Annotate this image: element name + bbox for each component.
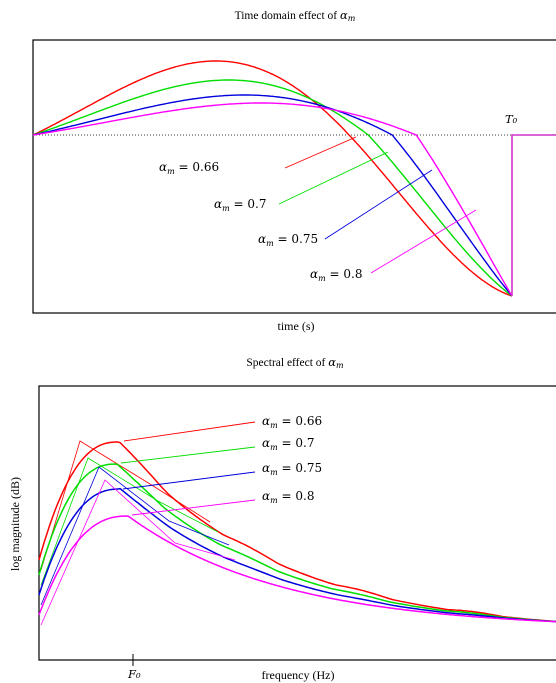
spectral-y-axis-label: log magnitude (dB) xyxy=(8,477,22,571)
time-leader-lines xyxy=(278,136,477,274)
time-leader-1 xyxy=(284,136,357,169)
spectral-series-line-3 xyxy=(38,487,556,623)
spectral-leader-1 xyxy=(123,421,256,442)
time-leader-2 xyxy=(278,151,389,205)
spectral-source-line-2 xyxy=(40,457,219,586)
spectral-source-line-3 xyxy=(40,466,230,606)
spectral-leader-4 xyxy=(131,499,256,516)
f0-tick-label: F₀ xyxy=(127,667,141,681)
spectral-series-label-2: αm = 0.7 xyxy=(262,436,314,452)
time-series-line-4 xyxy=(32,102,513,297)
spectral-series-labels: αm = 0.66 αm = 0.7 αm = 0.75 αm = 0.8 xyxy=(262,414,322,505)
time-series-label-2: αm = 0.7 xyxy=(214,197,266,213)
time-series-line-1 xyxy=(32,60,513,297)
time-x-axis-label: time (s) xyxy=(278,319,315,333)
time-series-line-3 xyxy=(32,94,513,297)
time-series-label-1: αm = 0.66 xyxy=(159,160,219,176)
spectral-series-line-2 xyxy=(38,463,556,623)
spectral-plot-frame xyxy=(38,385,556,661)
return-phase-line xyxy=(511,134,556,296)
spectral-x-axis-label: frequency (Hz) xyxy=(262,668,335,682)
spectral-source-line-1 xyxy=(40,440,211,571)
spectral-leader-lines xyxy=(120,421,256,516)
spectral-source-line-4 xyxy=(40,479,236,626)
time-series-label-4: αm = 0.8 xyxy=(310,267,362,283)
spectral-series-label-4: αm = 0.8 xyxy=(262,489,314,505)
t0-annotation: T₀ xyxy=(505,112,518,126)
spectral-leader-2 xyxy=(120,446,256,464)
time-series-label-3: αm = 0.75 xyxy=(258,232,318,248)
spectral-series-label-3: αm = 0.75 xyxy=(262,461,322,477)
time-series-line-2 xyxy=(32,79,513,297)
time-plot-frame xyxy=(32,39,556,314)
time-leader-3 xyxy=(324,169,433,240)
time-series-labels: αm = 0.66 αm = 0.7 αm = 0.75 αm = 0.8 xyxy=(159,160,362,283)
spectral-series-line-1 xyxy=(38,441,556,623)
time-chart-title: Time domain effect of αm xyxy=(235,8,356,23)
spectral-series-label-1: αm = 0.66 xyxy=(262,414,322,430)
spectral-series-line-4 xyxy=(38,515,556,623)
spectral-curves xyxy=(38,440,556,626)
time-leader-4 xyxy=(370,209,477,274)
spectral-leader-3 xyxy=(122,471,256,490)
time-curves xyxy=(32,60,556,297)
spectral-chart-title: Spectral effect of αm xyxy=(246,355,344,370)
